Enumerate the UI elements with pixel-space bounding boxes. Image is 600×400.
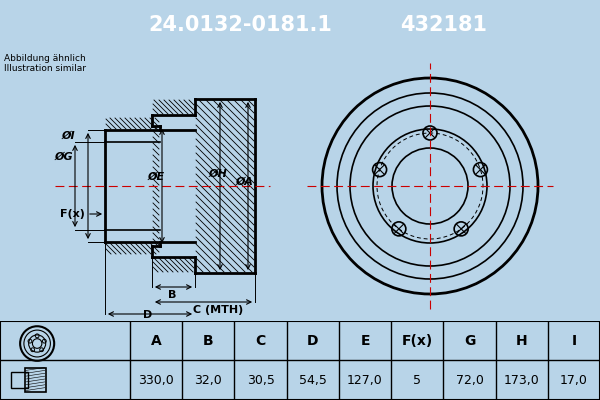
- Text: D: D: [307, 334, 319, 348]
- Text: 72,0: 72,0: [455, 374, 484, 387]
- Text: ØI: ØI: [62, 131, 76, 141]
- Text: Illustration similar: Illustration similar: [4, 64, 86, 73]
- Bar: [25, 368, 46, 392]
- Text: Abbildung ähnlich: Abbildung ähnlich: [4, 54, 86, 63]
- Text: E: E: [360, 334, 370, 348]
- Text: 173,0: 173,0: [504, 374, 539, 387]
- Text: 17,0: 17,0: [560, 374, 588, 387]
- Text: 330,0: 330,0: [138, 374, 174, 387]
- Text: H: H: [516, 334, 527, 348]
- Text: A: A: [151, 334, 161, 348]
- Text: ØH: ØH: [209, 169, 228, 179]
- Text: ØA: ØA: [236, 177, 254, 187]
- Text: 24.0132-0181.1: 24.0132-0181.1: [148, 15, 332, 35]
- Text: I: I: [571, 334, 577, 348]
- Text: B: B: [203, 334, 214, 348]
- Text: B: B: [168, 290, 176, 300]
- Text: 54,5: 54,5: [299, 374, 327, 387]
- Text: 30,5: 30,5: [247, 374, 274, 387]
- Text: 5: 5: [413, 374, 421, 387]
- Bar: [11, 372, 28, 388]
- Text: G: G: [464, 334, 475, 348]
- Text: 432181: 432181: [401, 15, 487, 35]
- Text: 32,0: 32,0: [194, 374, 222, 387]
- Text: ØE: ØE: [148, 172, 165, 182]
- Text: 127,0: 127,0: [347, 374, 383, 387]
- Text: ØG: ØG: [55, 152, 74, 162]
- Text: C: C: [256, 334, 266, 348]
- Text: F(x): F(x): [401, 334, 433, 348]
- Text: D: D: [143, 310, 152, 320]
- Text: F(x): F(x): [60, 209, 85, 219]
- Text: C (MTH): C (MTH): [193, 305, 243, 315]
